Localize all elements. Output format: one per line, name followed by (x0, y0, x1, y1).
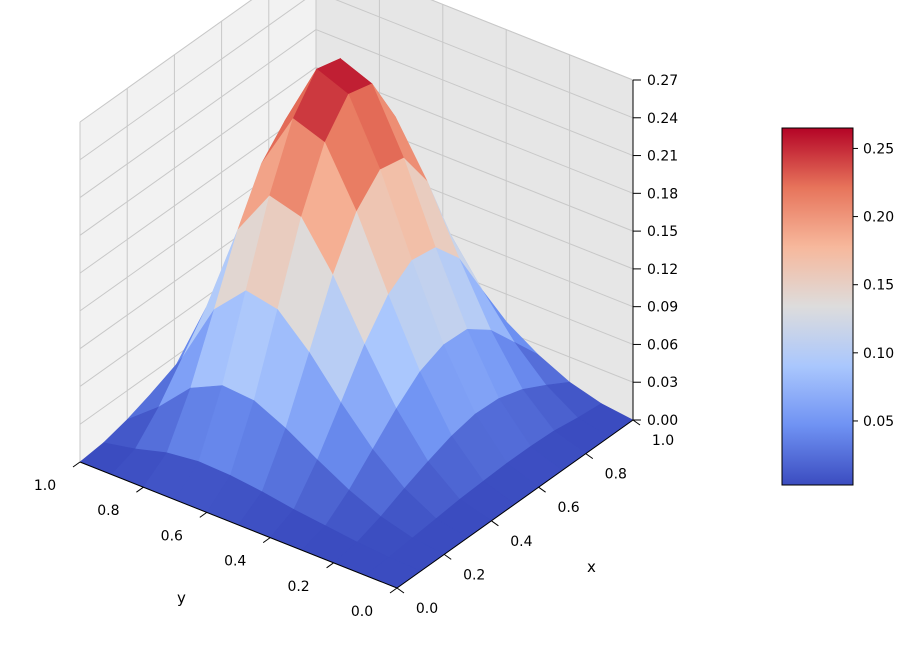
x-tick-label-mark (538, 486, 546, 493)
y-tick-label-mark (72, 461, 81, 468)
z-tick-label: 0.15 (647, 224, 678, 240)
tick-labels: 0.0 0.2 0.4 0.6 0.8 1.0 0.0 0.2 0.4 0.6 0.8 1.0 0.00… (34, 73, 678, 620)
grid-line-wall-z (335, 0, 634, 119)
x-tick-label: 0.6 (557, 500, 579, 516)
colorbar-gradient (781, 127, 854, 486)
y-tick-label: 0.0 (351, 604, 373, 620)
y-tick-label-mark (326, 562, 334, 569)
y-tick-label-mark (389, 587, 398, 594)
x-tick-label: 0.8 (605, 467, 627, 483)
z-tick-label: 0.12 (647, 262, 678, 278)
colorbar-tick-label: 0.25 (863, 141, 894, 157)
y-tick-label-mark (262, 537, 271, 544)
grid-line-wall-z (79, 0, 253, 123)
grid-line-wall-z (315, 29, 634, 157)
z-tick-label: 0.18 (647, 186, 678, 202)
x-axis-line (396, 419, 634, 589)
x-tick-label-mark (396, 587, 405, 594)
axis-lines (79, 80, 634, 589)
colorbar-ticks: 0.05 0.10 0.15 0.20 0.25 (853, 141, 894, 430)
y-axis-label: y (177, 589, 186, 607)
z-tick-label: 0.00 (647, 413, 678, 429)
colorbar-tick-label: 0.20 (863, 210, 894, 226)
grid-line-wall-z (79, 0, 306, 161)
z-tick-label: 0.21 (647, 149, 678, 165)
z-tick-label: 0.24 (647, 111, 678, 127)
grid-line-wall-z (430, 0, 634, 81)
x-tick-label-mark (632, 419, 641, 426)
x-tick-label-mark (491, 520, 499, 527)
grid-line-wall-z (79, 29, 317, 198)
y-tick-label: 0.4 (224, 554, 246, 570)
x-tick-label: 0.2 (463, 567, 485, 583)
y-tick-label-mark (199, 511, 208, 518)
z-tick-label: 0.27 (647, 73, 678, 89)
colorbar-tick-label: 0.05 (863, 414, 894, 430)
x-tick-label-mark (443, 553, 452, 560)
x-tick-label: 1.0 (652, 433, 674, 449)
y-tick-label: 0.2 (287, 579, 309, 595)
colorbar-tick-label: 0.10 (863, 346, 894, 362)
y-tick-label: 0.6 (161, 528, 183, 544)
surface-mesh (79, 57, 634, 589)
grid-line-wall-z (79, 66, 317, 236)
z-tick-label: 0.06 (647, 337, 678, 353)
colorbar: 0.05 0.10 0.15 0.20 0.25 (781, 127, 894, 486)
x-tick-label: 0.0 (416, 601, 438, 617)
y-tick-label: 1.0 (34, 478, 56, 494)
x-tick-label: 0.4 (510, 534, 532, 550)
grid-line-wall-z (79, 104, 317, 274)
z-tick-label: 0.09 (647, 300, 678, 316)
x-tick-label-mark (585, 453, 594, 460)
y-tick-label: 0.8 (97, 503, 119, 519)
colorbar-tick-label: 0.15 (863, 278, 894, 294)
z-tick-label: 0.03 (647, 375, 678, 391)
x-axis-label: x (587, 558, 596, 576)
y-tick-label-mark (136, 486, 144, 493)
y-axis-line (79, 461, 398, 589)
